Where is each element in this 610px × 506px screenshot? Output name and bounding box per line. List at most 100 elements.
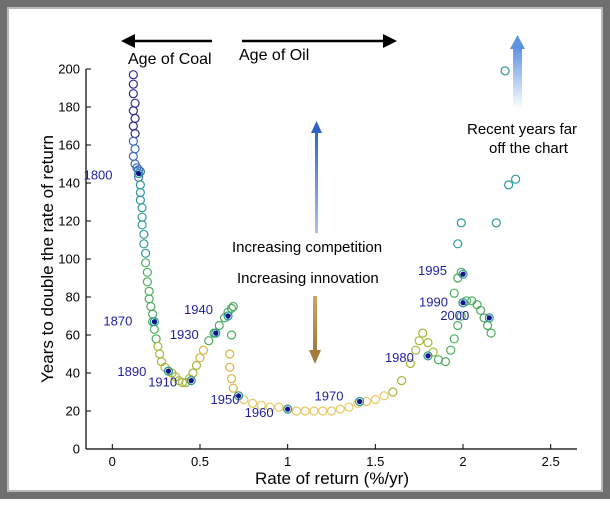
age-of-oil-label: Age of Oil [239,47,309,64]
x-axis-label: Rate of return (%/yr) [255,469,409,488]
data-point [456,218,466,228]
y-tick-label: 20 [66,404,80,419]
data-point [344,402,354,412]
year-label: 1800 [84,168,113,183]
data-point [414,336,424,346]
data-point [137,220,147,230]
data-point [191,360,202,370]
data-point [309,406,319,416]
year-point-ring [484,313,494,323]
data-point [128,106,138,116]
innovation-arrow [309,296,321,364]
data-point [128,70,138,80]
data-point [449,334,459,344]
data-point [247,398,258,408]
y-ticks: 0 20 40 60 80 100 120 140 160 180 200 [58,62,91,457]
y-tick-label: 180 [58,100,80,115]
data-point [388,387,398,397]
year-point-ring [186,376,196,386]
data-point [128,121,138,131]
data-point [128,136,138,146]
year-label: 2000 [440,308,469,323]
x-ticks: 0 0.5 1 1.5 2 2.5 [109,444,560,469]
year-label: 1970 [315,389,344,404]
y-axis-label: Years to double the rate of return [38,135,57,383]
data-points [128,66,521,416]
year-point-dot [460,300,466,306]
data-point [135,167,145,177]
data-point [204,336,214,346]
y-tick-label: 80 [66,290,80,305]
data-point [225,362,235,372]
data-point [300,406,310,416]
year-label: 1950 [211,392,240,407]
data-point [500,66,510,76]
x-tick-label: 2 [459,454,466,469]
year-point-ring [233,391,244,401]
data-point [361,396,372,407]
year-point-dot [165,368,172,374]
data-point [149,324,159,334]
recent-years-label-line-1: Recent years far [467,121,577,138]
data-point [135,187,145,198]
data-point [195,353,205,363]
chart-svg: 0 0.5 1 1.5 2 2.5 0 20 40 60 80 100 120 140 160 180 200… [38,34,577,488]
data-point [256,400,266,410]
year-label: 1870 [103,314,132,329]
x-tick-label: 2.5 [542,454,560,469]
data-point [449,288,459,298]
data-point [128,79,138,89]
data-point [353,398,363,408]
data-point [155,349,165,359]
year-point-dot [136,170,142,177]
year-point-ring [149,317,159,327]
year-point-dot [188,378,194,384]
data-point [482,320,493,331]
data-point [226,303,237,313]
y-tick-label: 200 [58,62,80,77]
data-point [177,377,188,388]
data-point [130,128,140,139]
data-point [141,258,151,268]
year-point-ring [458,298,468,308]
year-label: 1995 [418,263,447,278]
data-point [453,239,463,249]
year-point-dot [225,313,231,319]
year-point-dot [151,319,157,325]
data-point [291,406,302,416]
age-of-coal-label: Age of Coal [128,51,212,68]
y-tick-label: 0 [73,442,80,457]
data-point [214,320,224,331]
year-point-ring [423,351,433,361]
data-point [456,311,466,321]
year-point-dot [213,330,219,336]
year-point-ring [163,366,174,376]
competition-arrow [311,121,322,233]
data-point [130,113,140,124]
data-point [433,355,444,365]
year-point-ring [283,404,293,414]
year-point-ring [134,168,144,179]
data-point [397,376,407,386]
year-point-dot [356,398,363,405]
x-tick-label: 0.5 [191,454,209,469]
x-tick-label: 0 [109,454,116,469]
data-point [491,218,501,228]
y-tick-label: 40 [66,366,80,381]
data-point [128,89,138,99]
age-of-coal-arrow [121,34,212,48]
year-point-ring [458,269,468,279]
age-of-oil-arrow [242,34,397,48]
data-point [475,305,486,315]
year-point-ring [211,328,221,338]
x-tick-label: 1 [284,454,291,469]
year-label: 1990 [419,295,448,310]
recent-years-label-line-2: off the chart [489,140,569,157]
data-point [335,404,345,414]
year-label: 1890 [117,364,146,379]
data-point [142,277,152,287]
year-point-ring [354,396,365,407]
y-tick-label: 100 [58,252,80,267]
data-point [504,180,514,190]
